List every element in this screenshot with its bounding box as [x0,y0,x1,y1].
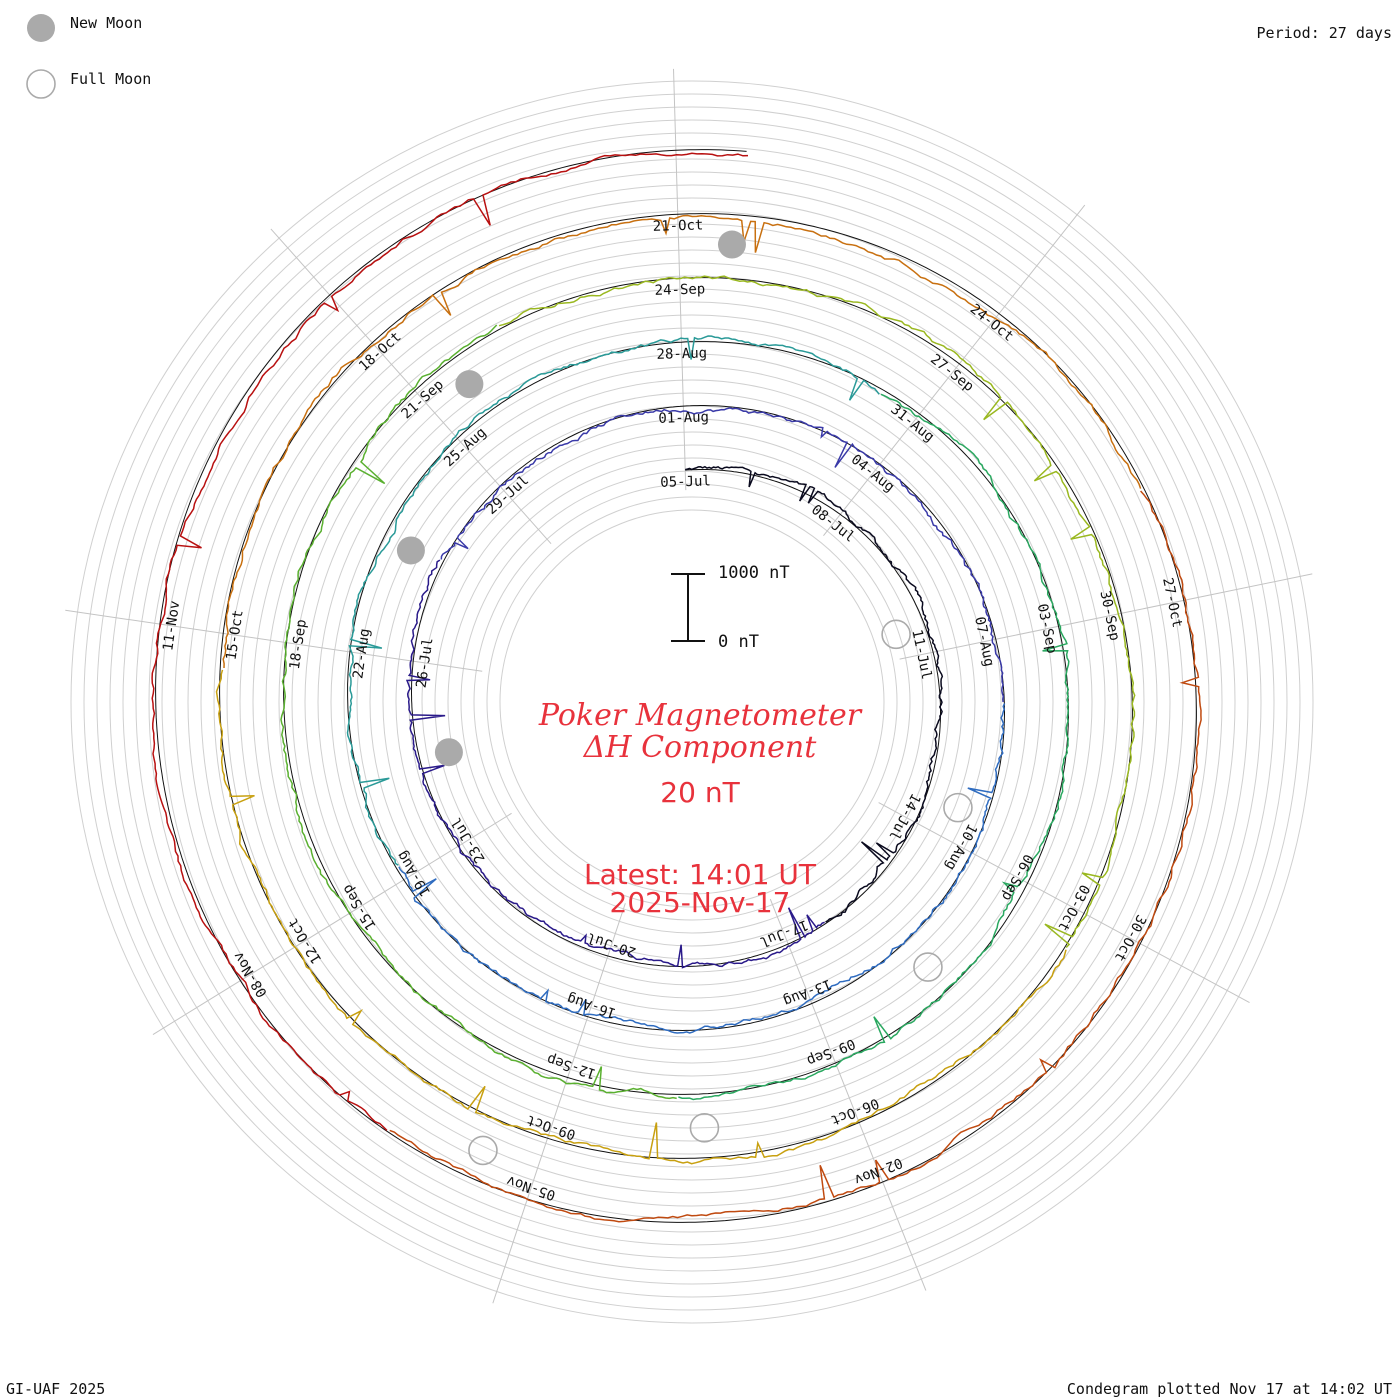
new-moon-marker [434,738,463,767]
date-tick-label: 13-Aug [781,976,834,1010]
day-spoke [270,228,552,544]
scale-bar-top-label: 1000 nT [718,563,790,583]
grid-ring [382,392,1002,1012]
ring-grid [70,80,1314,1324]
trace-segment [346,335,880,866]
scale-bar [671,573,705,642]
grid-ring [304,314,1080,1090]
grid-ring [174,184,1210,1220]
day-spoke [152,812,512,1035]
grid-ring [200,210,1184,1194]
grid-ring [213,223,1171,1181]
trace-segment [405,559,825,969]
new-moon-legend-label: New Moon [70,14,143,32]
grid-ring [109,119,1275,1285]
grid-ring [265,275,1119,1129]
date-tick-label: 24-Sep [654,281,705,298]
date-tick-label: 11-Jul [908,628,934,681]
footer-plotted-time: Condegram plotted Nov 17 at 14:02 UT [1066,1380,1392,1398]
grid-ring [291,301,1093,1103]
grid-ring [369,379,1015,1025]
date-tick-label: 26-Jul [413,637,436,689]
trace-segment [151,152,749,1131]
day-spoke [878,802,1250,1003]
full-moon-legend-label: Full Moon [70,70,152,88]
date-tick-label: 08-Jul [808,502,858,546]
trace-segment [678,393,1070,1101]
grid-ring [317,327,1067,1077]
day-spoke [673,68,687,491]
grid-ring [356,366,1028,1038]
date-tick-label: 05-Jul [660,473,711,490]
grid-ring [499,509,885,895]
day-spoke [492,903,626,1304]
ring-scale-label: 20 nT [660,776,740,809]
grid-ring [434,444,950,960]
full-moon-marker [913,952,943,982]
date-tick-label: 21-Oct [653,217,704,234]
trace-segment [685,465,944,923]
trace-segment [498,275,1136,949]
new-moon-marker [396,536,425,565]
full-moon-marker [881,619,911,650]
grid-ring [135,145,1249,1259]
grid-ring [330,340,1054,1064]
day-spoke [769,898,927,1291]
moon-markers [396,230,973,1166]
chart-subtitle: ΔH Component [583,730,817,765]
trace-segment [215,669,1067,1165]
date-tick-label: 15-Oct [223,609,246,661]
period-label: Period: 27 days [1256,24,1392,42]
date-tick-label: 05-Nov [505,1172,558,1203]
new-moon-marker [717,230,746,259]
baseline-spiral [155,149,1197,1223]
full-moon-marker [689,1113,720,1143]
trace-segment [280,324,677,1100]
grid-ring [83,93,1301,1311]
full-moon-marker [468,1135,498,1166]
grid-ring [278,288,1106,1116]
latest-date-label: 2025-Nov-17 [609,886,791,919]
grid-ring [161,171,1223,1233]
date-tick-label: 18-Sep [287,618,310,670]
day-spokes [65,68,1313,1304]
trace-segment [398,703,1006,1034]
day-spoke [823,204,1086,536]
new-moon-marker [455,370,484,399]
baseline-spiral-line [155,149,1197,1223]
scale-bar-bottom-label: 0 nT [718,632,759,652]
date-tick-label: 01-Aug [658,409,709,426]
grid-ring [460,470,924,934]
trace-segment [222,214,1142,669]
full-moon-marker [943,792,973,823]
grid-ring [239,249,1145,1155]
grid-ring [226,236,1158,1168]
date-tick-label: 20-Jul [585,929,638,960]
grid-ring [96,106,1288,1298]
grid-ring [252,262,1132,1142]
date-tick-label: 07-Aug [971,615,997,668]
date-tick-label: 09-Oct [525,1111,578,1142]
grid-ring [486,496,898,908]
data-trace [151,152,1202,1223]
latest-time-label: Latest: 14:01 UT [583,858,817,891]
grid-ring [122,132,1262,1272]
date-tick-label: 03-Sep [1034,602,1060,655]
trace-segment [389,490,1202,1223]
date-tick-label: 11-Nov [160,600,183,652]
grid-ring [473,483,911,921]
grid-ring [421,431,963,973]
grid-ring [70,80,1314,1324]
date-tick-label: 28-Aug [656,345,707,362]
grid-ring [148,158,1236,1246]
date-tick-label: 22-Aug [350,627,373,679]
trace-segment [440,407,1005,703]
grid-ring [447,457,937,947]
footer-credit: GI-UAF 2025 [6,1380,106,1398]
chart-title: Poker Magnetometer [538,698,862,733]
day-spoke [899,573,1313,660]
